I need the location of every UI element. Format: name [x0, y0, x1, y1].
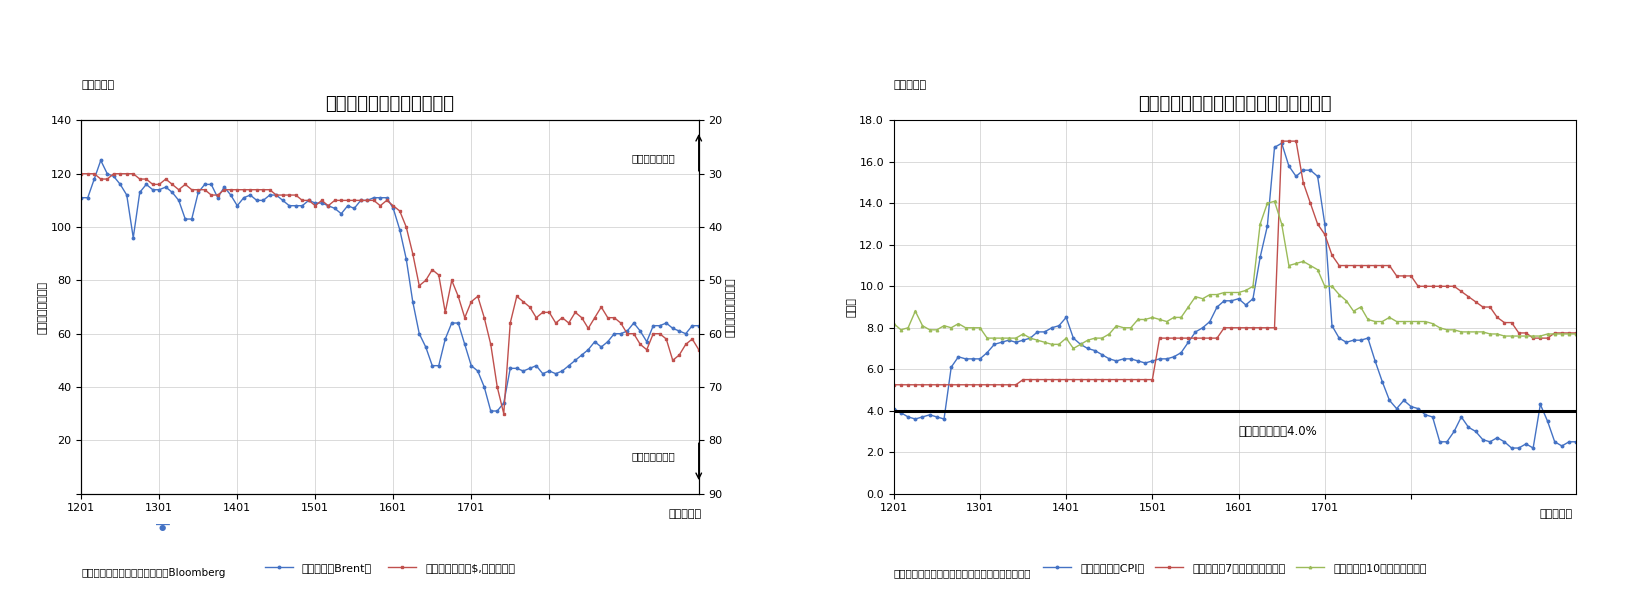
Legend: 原油価格（Brent）, 為替相場（対米$,右逆目盛）: 原油価格（Brent）, 為替相場（対米$,右逆目盛）	[260, 559, 520, 578]
Text: （年・月）: （年・月）	[1540, 509, 1573, 519]
Text: インフレ目標：4.0%: インフレ目標：4.0%	[1238, 425, 1318, 438]
Y-axis label: （ルーブル／ドル）: （ルーブル／ドル）	[725, 277, 736, 337]
Y-axis label: （％）: （％）	[847, 297, 856, 317]
Text: （ルーブル高）: （ルーブル高）	[632, 153, 674, 163]
Text: （資料）ロシア連邦中央銀行、Bloomberg: （資料）ロシア連邦中央銀行、Bloomberg	[81, 568, 226, 578]
Text: （図表３）: （図表３）	[894, 80, 926, 90]
Text: （年・月）: （年・月）	[670, 509, 702, 519]
Text: （資料）ロシア連邦統計局、ロシア連邦中央銀行: （資料）ロシア連邦統計局、ロシア連邦中央銀行	[894, 568, 1032, 578]
Title: インフレ率と政策金利・長期金利の推移: インフレ率と政策金利・長期金利の推移	[1138, 95, 1332, 113]
Y-axis label: （ドル／バレル）: （ドル／バレル）	[37, 281, 47, 334]
Text: （ルーブル安）: （ルーブル安）	[632, 452, 674, 461]
Title: 原油価格と為替相場の推移: 原油価格と為替相場の推移	[325, 95, 455, 113]
Text: （図表２）: （図表２）	[81, 80, 114, 90]
Text: ●: ●	[159, 523, 166, 532]
Text: ―: ―	[156, 519, 169, 533]
Legend: インフレ率（CPI）, 政策金利（7日物レポレート）, 長期金利（10年国債利回り）: インフレ率（CPI）, 政策金利（7日物レポレート）, 長期金利（10年国債利回…	[1038, 559, 1432, 578]
